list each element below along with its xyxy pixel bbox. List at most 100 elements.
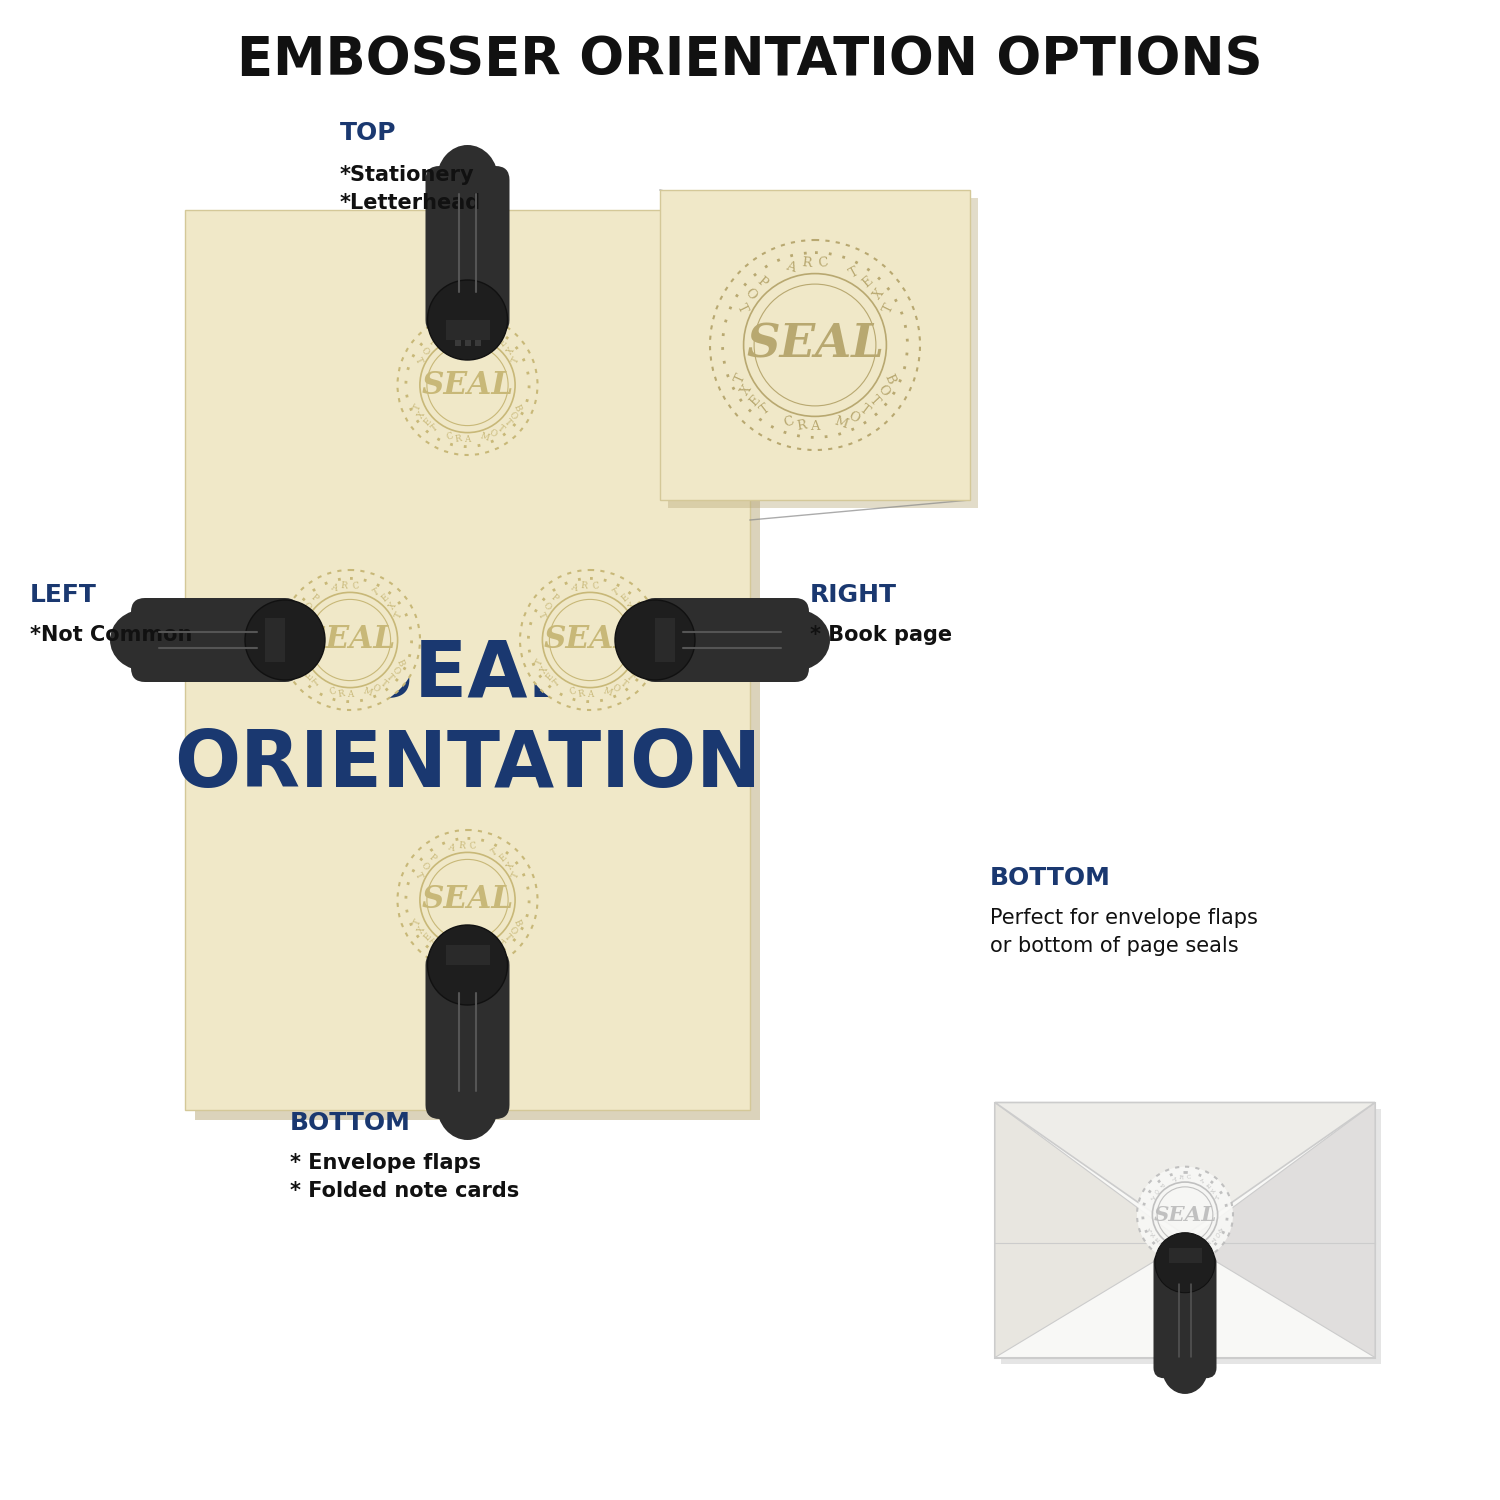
FancyBboxPatch shape xyxy=(446,320,489,340)
Text: P: P xyxy=(754,274,770,291)
FancyBboxPatch shape xyxy=(474,340,480,346)
Text: T: T xyxy=(296,610,306,620)
Text: X: X xyxy=(871,286,888,302)
Ellipse shape xyxy=(436,1070,498,1140)
Text: T: T xyxy=(536,658,546,668)
Text: * Book page: * Book page xyxy=(810,626,952,645)
Text: *Letterhead: *Letterhead xyxy=(340,194,482,213)
Text: T: T xyxy=(624,672,634,682)
Text: T: T xyxy=(612,586,621,597)
Text: T: T xyxy=(847,266,861,280)
Text: O: O xyxy=(419,345,430,357)
FancyBboxPatch shape xyxy=(465,340,471,346)
Text: T: T xyxy=(312,678,322,688)
Text: C: C xyxy=(782,416,795,430)
Ellipse shape xyxy=(1162,1341,1208,1394)
Text: A: A xyxy=(784,260,796,274)
FancyBboxPatch shape xyxy=(446,945,489,964)
Text: A: A xyxy=(465,435,471,444)
Text: R: R xyxy=(459,326,465,336)
Text: T: T xyxy=(495,938,506,948)
Ellipse shape xyxy=(436,146,498,214)
Text: R: R xyxy=(454,433,462,444)
Text: C: C xyxy=(351,580,360,591)
Circle shape xyxy=(244,600,326,680)
Text: T: T xyxy=(413,918,423,927)
Text: X: X xyxy=(538,664,550,675)
Text: M: M xyxy=(362,686,374,698)
Ellipse shape xyxy=(110,609,180,670)
Circle shape xyxy=(280,570,420,710)
Text: T: T xyxy=(536,610,546,620)
Text: M: M xyxy=(833,414,850,430)
Text: O: O xyxy=(302,600,313,612)
Text: O: O xyxy=(1152,1188,1160,1196)
Text: T: T xyxy=(858,402,873,418)
Text: X: X xyxy=(1150,1233,1156,1239)
Text: E: E xyxy=(304,672,315,682)
Text: E: E xyxy=(498,338,508,350)
Text: EMBOSSER ORIENTATION OPTIONS: EMBOSSER ORIENTATION OPTIONS xyxy=(237,34,1263,86)
FancyBboxPatch shape xyxy=(994,1102,1376,1358)
Text: T: T xyxy=(1215,1196,1221,1202)
Text: O: O xyxy=(488,942,498,954)
FancyBboxPatch shape xyxy=(668,198,978,508)
Text: C: C xyxy=(818,256,830,270)
Text: T: T xyxy=(429,938,439,948)
Text: B: B xyxy=(512,918,522,927)
Text: R: R xyxy=(801,256,813,270)
Text: SEAL
ORIENTATION: SEAL ORIENTATION xyxy=(174,636,760,804)
Text: X: X xyxy=(627,602,639,612)
Ellipse shape xyxy=(760,609,830,670)
Text: R: R xyxy=(1176,1250,1182,1254)
Text: O: O xyxy=(742,286,759,303)
Text: A: A xyxy=(330,582,338,592)
Polygon shape xyxy=(994,1102,1376,1234)
Text: A: A xyxy=(810,420,819,434)
FancyBboxPatch shape xyxy=(640,598,808,682)
Text: SEAL: SEAL xyxy=(544,624,636,656)
FancyBboxPatch shape xyxy=(195,220,760,1120)
Text: A: A xyxy=(346,690,352,699)
Text: RIGHT: RIGHT xyxy=(810,584,897,608)
Text: T: T xyxy=(732,372,748,386)
Text: R: R xyxy=(338,688,345,699)
Text: BOTTOM: BOTTOM xyxy=(990,865,1112,889)
Text: O: O xyxy=(630,664,640,676)
Text: R: R xyxy=(454,950,462,958)
Text: P: P xyxy=(309,592,320,603)
Text: R: R xyxy=(1179,1174,1184,1180)
Text: C: C xyxy=(591,580,600,591)
Text: BOTTOM: BOTTOM xyxy=(290,1112,411,1136)
Text: *Not Common: *Not Common xyxy=(30,626,192,645)
Text: R: R xyxy=(578,688,585,699)
Text: R: R xyxy=(459,842,465,850)
Text: O: O xyxy=(1200,1245,1206,1251)
Circle shape xyxy=(1137,1167,1233,1263)
Text: P: P xyxy=(427,853,436,864)
Text: M: M xyxy=(480,430,490,442)
Text: O: O xyxy=(1212,1232,1219,1239)
Text: O: O xyxy=(507,926,519,936)
Text: O: O xyxy=(610,682,621,694)
Text: X: X xyxy=(740,382,754,398)
Text: R: R xyxy=(795,419,807,434)
Text: T: T xyxy=(372,586,381,597)
Circle shape xyxy=(615,600,695,680)
Text: T: T xyxy=(378,678,388,688)
Text: TOP: TOP xyxy=(340,122,396,146)
Circle shape xyxy=(427,280,507,360)
Text: T: T xyxy=(489,847,498,858)
Text: E: E xyxy=(498,853,508,864)
FancyBboxPatch shape xyxy=(454,340,460,346)
Text: B: B xyxy=(634,658,645,668)
Text: C: C xyxy=(446,432,454,442)
Text: T: T xyxy=(1149,1196,1155,1202)
Text: A: A xyxy=(586,690,592,699)
Text: E: E xyxy=(747,393,764,410)
FancyBboxPatch shape xyxy=(266,618,285,662)
Text: T: T xyxy=(512,356,522,364)
Text: E: E xyxy=(422,417,434,428)
Text: * Folded note cards: * Folded note cards xyxy=(290,1180,519,1202)
Text: T: T xyxy=(880,302,896,315)
